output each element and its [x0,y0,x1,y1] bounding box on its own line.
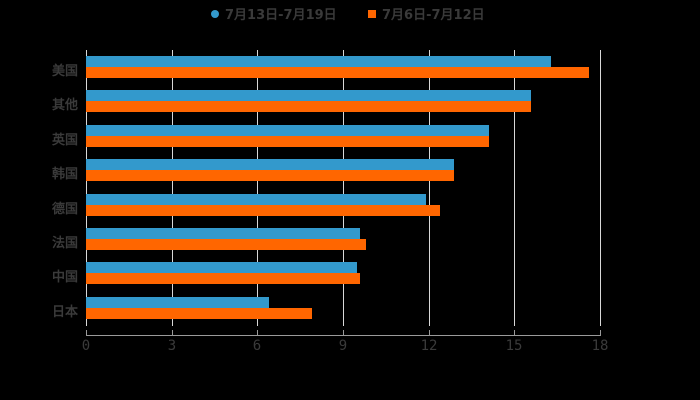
gridline [257,50,258,326]
y-axis-category-label: 韩国 [51,167,78,183]
y-axis-category-label: 其他 [51,98,78,114]
x-axis-tick-label: 18 [591,338,609,354]
y-axis-category-label: 美国 [51,64,78,79]
circle-marker-icon [211,9,219,18]
gridline [86,50,87,326]
x-axis-tick-label: 3 [167,338,177,354]
bar-series-1[interactable] [86,125,489,136]
x-axis-tick [172,330,173,336]
legend-item-series-1[interactable]: 7月13日-7月19日 [211,4,337,23]
y-axis-category-label: 德国 [51,201,78,217]
x-axis-tick [429,330,430,336]
bar-series-2[interactable] [86,308,312,319]
bar-series-1[interactable] [86,228,360,239]
legend-label: 7月6日-7月12日 [382,8,485,23]
gridline [172,50,173,326]
bar-series-2[interactable] [86,273,360,284]
y-axis-category-label: 中国 [51,270,78,286]
x-axis-tick-label: 12 [420,338,438,354]
bar-series-1[interactable] [86,194,426,205]
bar-series-1[interactable] [86,262,357,273]
bar-series-1[interactable] [86,297,269,308]
bar-series-2[interactable] [86,101,531,112]
bar-series-2[interactable] [86,205,440,216]
bar-series-2[interactable] [86,239,366,250]
legend: 7月13日-7月19日 7月6日-7月12日 [0,4,700,24]
x-axis-tick [257,330,258,336]
bar-series-1[interactable] [86,159,454,170]
legend-item-series-2[interactable]: 7月6日-7月12日 [368,4,485,23]
x-axis-tick-label: 15 [505,338,523,354]
gridline [514,50,515,326]
bar-series-2[interactable] [86,67,589,78]
x-axis-line [86,335,601,336]
bar-series-1[interactable] [86,90,531,101]
y-axis-category-label: 英国 [51,132,78,148]
x-axis-tick [86,330,87,336]
square-marker-icon [368,9,376,18]
bar-series-1[interactable] [86,56,551,67]
x-axis-tick-label: 0 [81,338,91,354]
bar-series-2[interactable] [86,136,489,147]
gridline [343,50,344,326]
y-axis-category-label: 日本 [51,304,78,320]
x-axis-tick [514,330,515,336]
x-axis-tick-label: 6 [252,338,262,354]
y-axis-category-label: 法国 [51,236,78,251]
x-axis-tick [600,330,601,336]
x-axis-tick [343,330,344,336]
gridline [600,50,601,326]
legend-label: 7月13日-7月19日 [225,8,337,23]
bar-series-2[interactable] [86,170,454,181]
x-axis-tick-label: 9 [338,338,348,354]
gridline [429,50,430,326]
